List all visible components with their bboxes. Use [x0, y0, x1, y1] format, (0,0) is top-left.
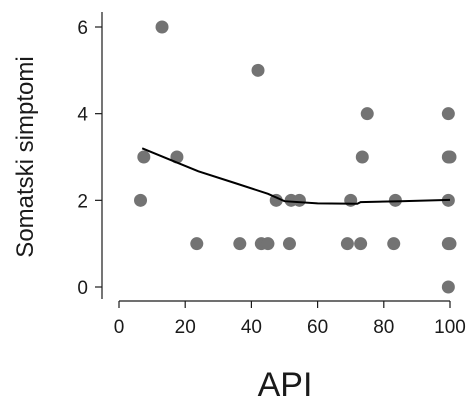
x-axis-title: API [258, 366, 313, 401]
y-tick-label: 6 [77, 18, 88, 39]
data-point [443, 150, 457, 164]
y-tick-label: 2 [77, 191, 88, 212]
data-point [355, 150, 369, 164]
data-point [340, 237, 354, 251]
fit-line [141, 147, 451, 205]
data-point [137, 150, 151, 164]
x-tick-label: 40 [241, 317, 262, 338]
data-point [233, 237, 247, 251]
x-tick-label: 80 [373, 317, 394, 338]
data-points [134, 20, 457, 294]
x-tick-label: 60 [307, 317, 328, 338]
data-point [344, 193, 358, 207]
y-tick-label: 4 [77, 105, 88, 126]
y-tick-label: 0 [77, 278, 88, 299]
data-point [261, 237, 275, 251]
data-point [251, 63, 265, 77]
y-axis-title: Somatski simptomi [12, 56, 39, 257]
data-point [443, 237, 457, 251]
data-point [441, 107, 455, 121]
data-point [441, 280, 455, 294]
x-tick-label: 100 [434, 317, 466, 338]
x-tick-label: 20 [175, 317, 196, 338]
data-point [360, 107, 374, 121]
y-ticks: 0 2 4 6 [77, 18, 102, 299]
data-point [134, 193, 148, 207]
data-point [155, 20, 169, 34]
data-point [354, 237, 368, 251]
x-tick-label: 0 [114, 317, 125, 338]
data-point [282, 237, 296, 251]
data-point [190, 237, 204, 251]
data-point [387, 237, 401, 251]
data-point [292, 193, 306, 207]
x-ticks: 0 20 40 60 80 100 [114, 301, 466, 338]
